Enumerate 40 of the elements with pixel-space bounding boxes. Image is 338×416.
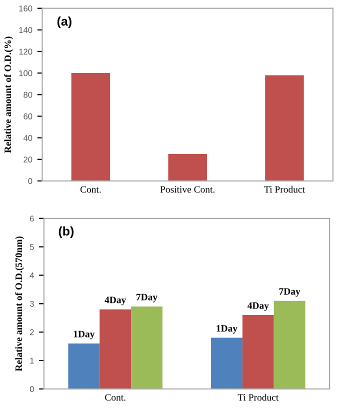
- bar: [168, 154, 207, 181]
- y-tick-label: 100: [19, 70, 32, 76]
- bar: [265, 75, 304, 181]
- y-tick-label: 3: [30, 300, 34, 307]
- text: 7Day: [136, 294, 158, 302]
- bar: [68, 343, 100, 389]
- x-tick-label: Cont.: [80, 186, 101, 193]
- series-label: 4Day: [104, 296, 126, 306]
- y-tick-label: 1: [30, 358, 34, 364]
- annotation: (a): [57, 16, 72, 28]
- y-axis-title: Relative amount of O.D.(570nm): [15, 236, 24, 372]
- y-tick-label: 20: [24, 156, 32, 162]
- x-tick-label: Cont.: [105, 394, 126, 401]
- annotation: (b): [58, 226, 74, 238]
- bar: [131, 306, 162, 389]
- y-tick-label: 60: [24, 113, 32, 120]
- y-tick-label: 40: [23, 135, 32, 141]
- y-tick-label: 120: [19, 48, 32, 55]
- x-tick-label: Ti Product: [264, 186, 305, 193]
- y-tick-label: 0: [30, 386, 34, 392]
- y-tick-label: 80: [24, 92, 32, 98]
- series-label: 7Day: [279, 288, 300, 297]
- x-tick-label: Positive Cont.: [160, 186, 214, 193]
- y-tick-label: 140: [19, 27, 32, 33]
- bar: [211, 338, 242, 389]
- y-tick-label: 4: [30, 272, 34, 278]
- text: 1Day: [216, 325, 238, 334]
- series-label: 1Day: [74, 330, 95, 340]
- bar: [71, 73, 110, 181]
- y-tick-label: 5: [30, 244, 34, 250]
- bar: [242, 315, 274, 389]
- bar: [100, 309, 132, 389]
- y-tick-label: 0: [28, 178, 32, 184]
- y-tick-label: 6: [30, 216, 34, 222]
- y-tick-label: 160: [19, 6, 32, 12]
- bar: [274, 300, 306, 389]
- y-tick-label: 2: [30, 329, 34, 336]
- x-tick-label: Ti Product: [238, 394, 279, 401]
- text: 4Day: [247, 302, 269, 311]
- y-axis-title: Relative amount of O.D.(%): [4, 36, 14, 153]
